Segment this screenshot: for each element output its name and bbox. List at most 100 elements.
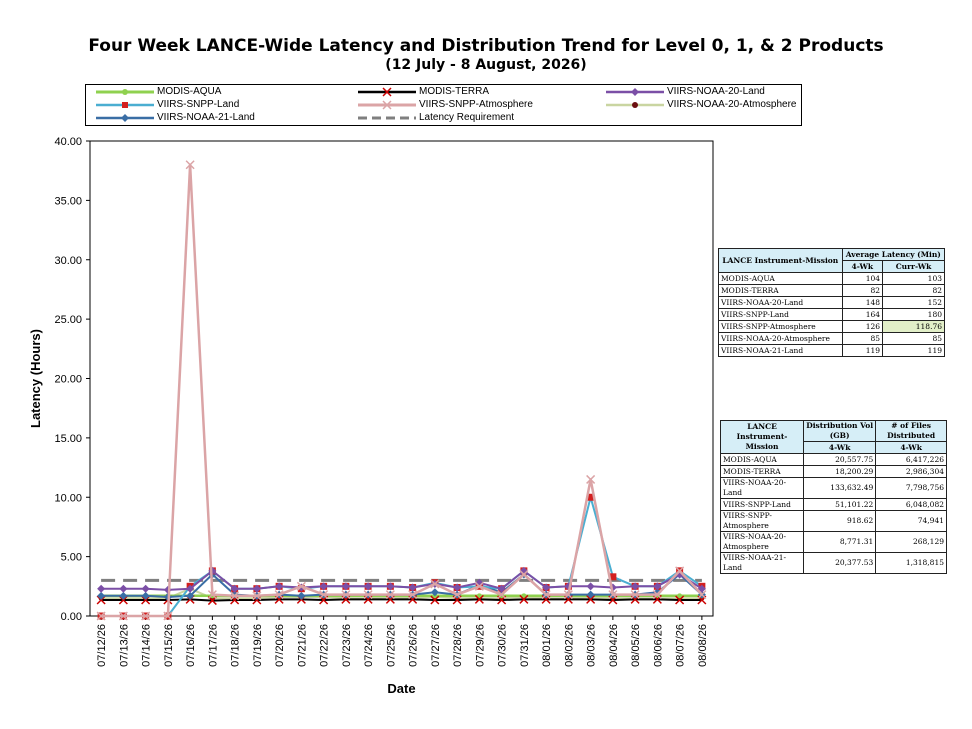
data-point <box>141 591 150 600</box>
data-point <box>675 566 685 576</box>
data-point <box>587 493 595 501</box>
table-row: MODIS-TERRA 82 82 <box>718 284 945 297</box>
data-point <box>497 584 506 593</box>
table-cell-value: 1,318,815 <box>875 552 947 574</box>
table-cell-mission: VIIRS-SNPP-Atmosphere <box>718 320 843 333</box>
x-tick-label: 07/28/26 <box>452 624 464 667</box>
table-cell-mission: MODIS-TERRA <box>719 465 805 478</box>
data-point <box>586 582 595 591</box>
data-point <box>519 569 529 579</box>
table-row: VIIRS-SNPP-Land 164 180 <box>718 308 945 321</box>
data-point <box>319 582 328 591</box>
table-cell-mission: VIIRS-SNPP-Land <box>718 308 843 321</box>
table-cell-value: 20,377.53 <box>803 552 877 574</box>
table-row: MODIS-TERRA 18,200.29 2,986,304 <box>719 465 947 478</box>
data-point <box>319 590 329 600</box>
data-point <box>519 594 529 604</box>
x-tick-label: 08/07/26 <box>675 624 687 667</box>
y-tick-label: 30.00 <box>54 255 82 267</box>
data-point <box>141 611 151 621</box>
x-tick-label: 08/06/26 <box>652 624 664 667</box>
x-tick-label: 07/22/26 <box>319 624 331 667</box>
legend-item-viirs-snpp-atmosphere: VIIRS-SNPP-Atmosphere <box>356 98 533 111</box>
y-tick-label: 40.00 <box>54 136 82 148</box>
table-cell-value: 6,048,082 <box>875 498 947 511</box>
distribution-table: LANCE Instrument-Mission Distribution Vo… <box>719 420 947 574</box>
latency-table-sub-currwk: Curr-Wk <box>882 260 945 273</box>
table-cell-value: 82 <box>841 284 884 297</box>
legend-item-modis-terra: MODIS-TERRA <box>356 85 489 98</box>
table-row: VIIRS-NOAA-20-Atmosphere 8,771.31 268,129 <box>719 531 947 553</box>
data-point <box>631 582 640 591</box>
data-point <box>386 582 395 591</box>
x-tick-label: 07/12/26 <box>96 624 108 667</box>
legend-label: VIIRS-NOAA-21-Land <box>157 112 255 123</box>
legend-label: VIIRS-NOAA-20-Atmosphere <box>667 99 797 110</box>
x-tick-label: 07/17/26 <box>207 624 219 667</box>
y-tick-label: 10.00 <box>54 492 82 504</box>
table-cell-mission: MODIS-AQUA <box>718 272 843 285</box>
data-point <box>118 595 128 605</box>
data-point <box>341 590 351 600</box>
table-cell-value: 74,941 <box>875 510 947 532</box>
table-cell-mission: VIIRS-SNPP-Land <box>719 498 805 511</box>
legend-item-modis-aqua: MODIS-AQUA <box>94 85 221 98</box>
table-cell-value: 8,771.31 <box>803 531 877 553</box>
series-line <box>101 598 702 602</box>
legend-label: MODIS-AQUA <box>157 86 222 97</box>
latency-table: LANCE Instrument-Mission Average Latency… <box>718 248 946 357</box>
data-point <box>119 584 128 593</box>
table-cell-mission: VIIRS-NOAA-20-Land <box>719 477 805 499</box>
x-tick-label: 08/04/26 <box>608 624 620 667</box>
data-point <box>542 583 551 592</box>
y-tick-label: 15.00 <box>54 433 82 445</box>
table-cell-value: 119 <box>841 344 884 357</box>
data-point <box>230 591 240 601</box>
table-cell-value: 103 <box>882 272 945 285</box>
y-tick-label: 5.00 <box>61 552 82 564</box>
chart-subtitle: (12 July - 8 August, 2026) <box>385 57 587 73</box>
data-point <box>653 582 662 591</box>
table-cell-mission: MODIS-AQUA <box>719 453 805 466</box>
table-cell-value: 2,986,304 <box>875 465 947 478</box>
table-cell-value: 148 <box>841 296 884 309</box>
table-cell-value: 7,798,756 <box>875 477 947 499</box>
table-cell-value: 20,557.75 <box>803 453 877 466</box>
chart-legend: MODIS-AQUA MODIS-TERRA VIIRS-NOAA-20-Lan… <box>85 84 802 126</box>
distribution-table-sub-files: 4-Wk <box>875 441 947 454</box>
x-tick-label: 07/29/26 <box>474 624 486 667</box>
data-point <box>363 590 373 600</box>
data-point <box>97 584 106 593</box>
legend-label: VIIRS-SNPP-Land <box>157 99 240 110</box>
data-point <box>697 590 707 600</box>
data-point <box>430 595 440 605</box>
latency-table-header-avg: Average Latency (Min) <box>841 248 946 261</box>
legend-label: VIIRS-SNPP-Atmosphere <box>419 99 533 110</box>
x-tick-label: 07/27/26 <box>430 624 442 667</box>
table-cell-value: 164 <box>841 308 884 321</box>
x-tick-label: 07/31/26 <box>519 624 531 667</box>
y-tick-label: 0.00 <box>61 611 82 623</box>
x-tick-label: 07/25/26 <box>385 624 397 667</box>
data-point <box>541 590 551 600</box>
legend-label: Latency Requirement <box>419 112 515 123</box>
table-cell-mission: VIIRS-NOAA-20-Atmosphere <box>718 332 843 345</box>
data-point <box>675 595 685 605</box>
legend-item-viirs-noaa20-atmosphere: VIIRS-NOAA-20-Atmosphere <box>604 98 797 111</box>
data-point <box>474 594 484 604</box>
y-tick-label: 20.00 <box>54 374 82 386</box>
data-point <box>677 593 683 599</box>
table-row: VIIRS-SNPP-Atmosphere 918.62 74,941 <box>719 510 947 532</box>
x-tick-label: 07/15/26 <box>163 624 175 667</box>
x-tick-label: 07/16/26 <box>185 624 197 667</box>
distribution-table-sub-vol: 4-Wk <box>803 441 877 454</box>
x-tick-label: 07/30/26 <box>497 624 509 667</box>
y-tick-label: 25.00 <box>54 314 82 326</box>
series-line <box>101 587 702 600</box>
table-cell-mission: MODIS-TERRA <box>718 284 843 297</box>
legend-label: VIIRS-NOAA-20-Land <box>667 86 765 97</box>
data-point <box>630 590 640 600</box>
data-point <box>563 590 573 600</box>
chart-title: Four Week LANCE-Wide Latency and Distrib… <box>88 36 884 56</box>
